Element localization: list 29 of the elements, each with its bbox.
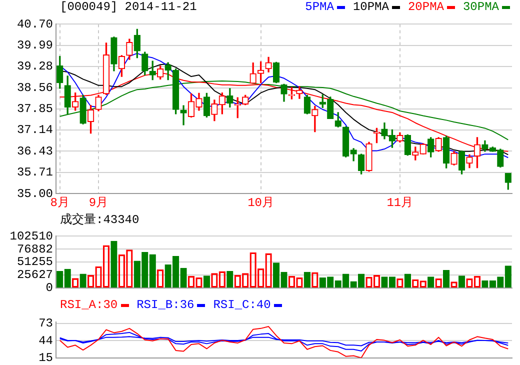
y-tick-label: 40.70 — [16, 17, 53, 32]
y-tick-label: 44 — [38, 334, 53, 348]
y-tick-label: 39.28 — [16, 60, 53, 74]
legend-label: RSI_A:30 — [60, 298, 118, 312]
legend-label: 20PMA — [408, 0, 444, 14]
y-tick-label: 35.71 — [16, 166, 53, 180]
x-tick-label: 11月 — [386, 196, 414, 210]
y-tick-label: 73 — [38, 316, 53, 331]
y-tick-label: 51255 — [16, 255, 53, 270]
y-tick-label: 36.43 — [16, 144, 53, 158]
legend-label: RSI_B:36 — [136, 298, 194, 312]
y-tick-label: 38.56 — [16, 80, 53, 95]
legend-label: 30PMA — [462, 0, 499, 14]
y-tick-label: 39.99 — [16, 38, 53, 52]
y-tick-label: 25627 — [16, 268, 53, 282]
y-tick-label: 37.85 — [16, 102, 53, 116]
legend-label: RSI_C:40 — [213, 298, 271, 312]
x-tick-label: 10月 — [248, 196, 274, 210]
y-tick-label: 15 — [38, 350, 53, 365]
legend-label: 10PMA — [352, 0, 389, 14]
chart-title: 成交量:43340 — [60, 212, 140, 228]
x-tick-label: 9月 — [88, 196, 108, 210]
y-tick-label: 37.14 — [16, 123, 53, 138]
x-tick-label: 8月 — [50, 196, 70, 210]
y-tick-label: 102510 — [10, 229, 53, 244]
y-tick-label: 76882 — [16, 242, 53, 256]
y-tick-label: 0 — [46, 280, 53, 295]
legend-label: 5PMA — [305, 0, 334, 14]
chart-title: [000049] 2014-11-21 — [60, 0, 197, 14]
